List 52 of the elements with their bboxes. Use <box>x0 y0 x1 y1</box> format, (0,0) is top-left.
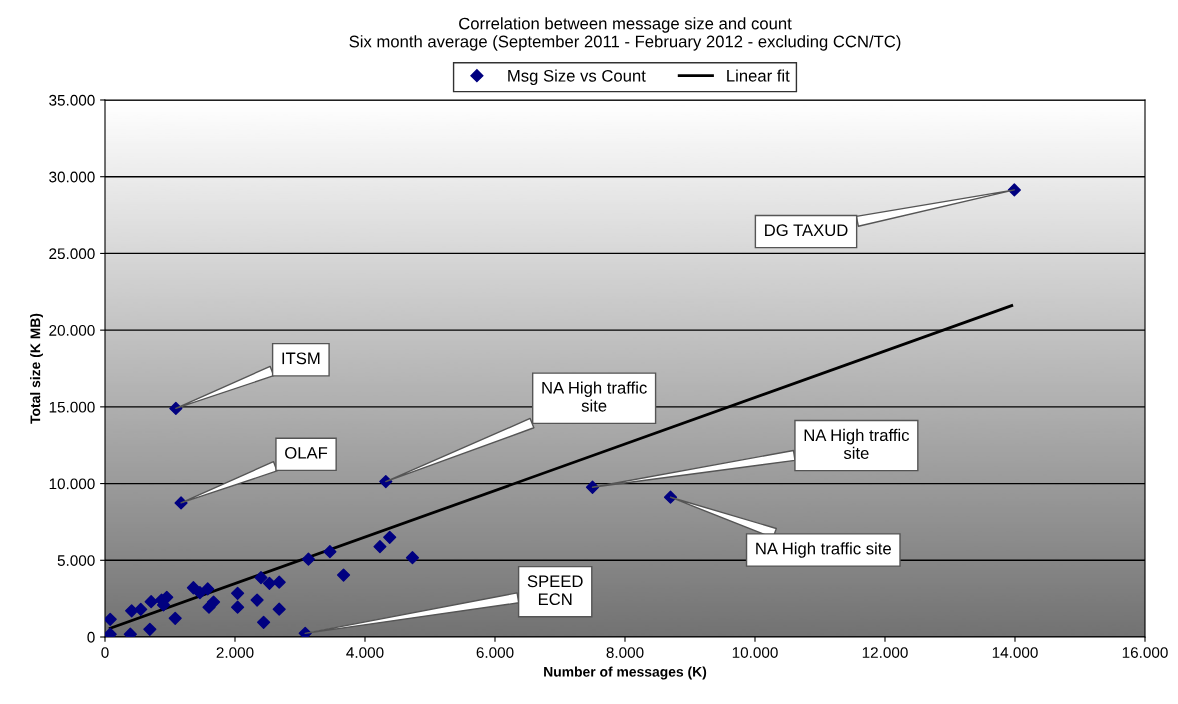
x-tick-label: 6.000 <box>476 647 514 658</box>
point <box>301 552 316 566</box>
y-tick-label: 0 <box>87 631 95 643</box>
x-tick-label: 10.000 <box>732 647 778 658</box>
x-tick-label: 14.000 <box>992 647 1038 658</box>
annotation: OLAF <box>285 446 328 459</box>
x-tick-label: 4.000 <box>346 647 384 658</box>
point <box>206 595 221 609</box>
x-tick-label: 2.000 <box>216 647 254 658</box>
point <box>168 611 182 625</box>
point <box>134 602 148 616</box>
x-tick-label: 0 <box>101 647 109 658</box>
legend-label: Msg Size vs Count <box>508 69 646 85</box>
x-axis-title: Number of messages (K) <box>544 666 707 680</box>
y-tick-label: 20.000 <box>49 325 95 336</box>
point <box>379 474 393 489</box>
point <box>262 576 277 590</box>
point <box>250 593 264 607</box>
point <box>323 545 337 559</box>
point <box>336 568 351 582</box>
point <box>201 582 215 596</box>
point <box>105 612 117 626</box>
annotation: ITSM <box>282 352 320 365</box>
point <box>405 551 420 565</box>
point <box>257 615 271 629</box>
y-tick-label: 30.000 <box>49 171 95 183</box>
y-tick-label: 25.000 <box>49 248 95 260</box>
point <box>231 586 245 600</box>
annotation: NA High traffic site <box>542 381 647 412</box>
y-tick-label: 35.000 <box>49 94 95 106</box>
x-tick-label: 16.000 <box>1122 647 1168 658</box>
annotation: NA High traffic site <box>804 428 910 460</box>
x-tick-label: 12.000 <box>862 647 908 658</box>
y-axis-title: Total size (K MB) <box>30 313 43 424</box>
y-tick-label: 15.000 <box>49 401 95 413</box>
point <box>383 530 397 544</box>
x-tick-label: 8.000 <box>606 647 644 658</box>
annotation: NA High traffic site <box>756 542 891 558</box>
y-tick-label: 5.000 <box>57 555 95 566</box>
legend-label: Linear fit <box>727 69 790 82</box>
annotation: DG TAXUD <box>765 224 848 237</box>
chart-title: Correlation between message size and count Six month average (September 2011 - February 2012 - excluding CCN/TC) <box>349 17 901 51</box>
annotation: SPEED ECN <box>527 575 583 606</box>
point <box>144 595 158 609</box>
point <box>160 590 174 604</box>
point <box>254 571 268 585</box>
y-tick-label: 10.000 <box>49 478 95 490</box>
point <box>143 622 157 636</box>
point <box>373 540 387 554</box>
point <box>272 602 286 616</box>
point <box>231 600 245 614</box>
point <box>272 575 286 589</box>
